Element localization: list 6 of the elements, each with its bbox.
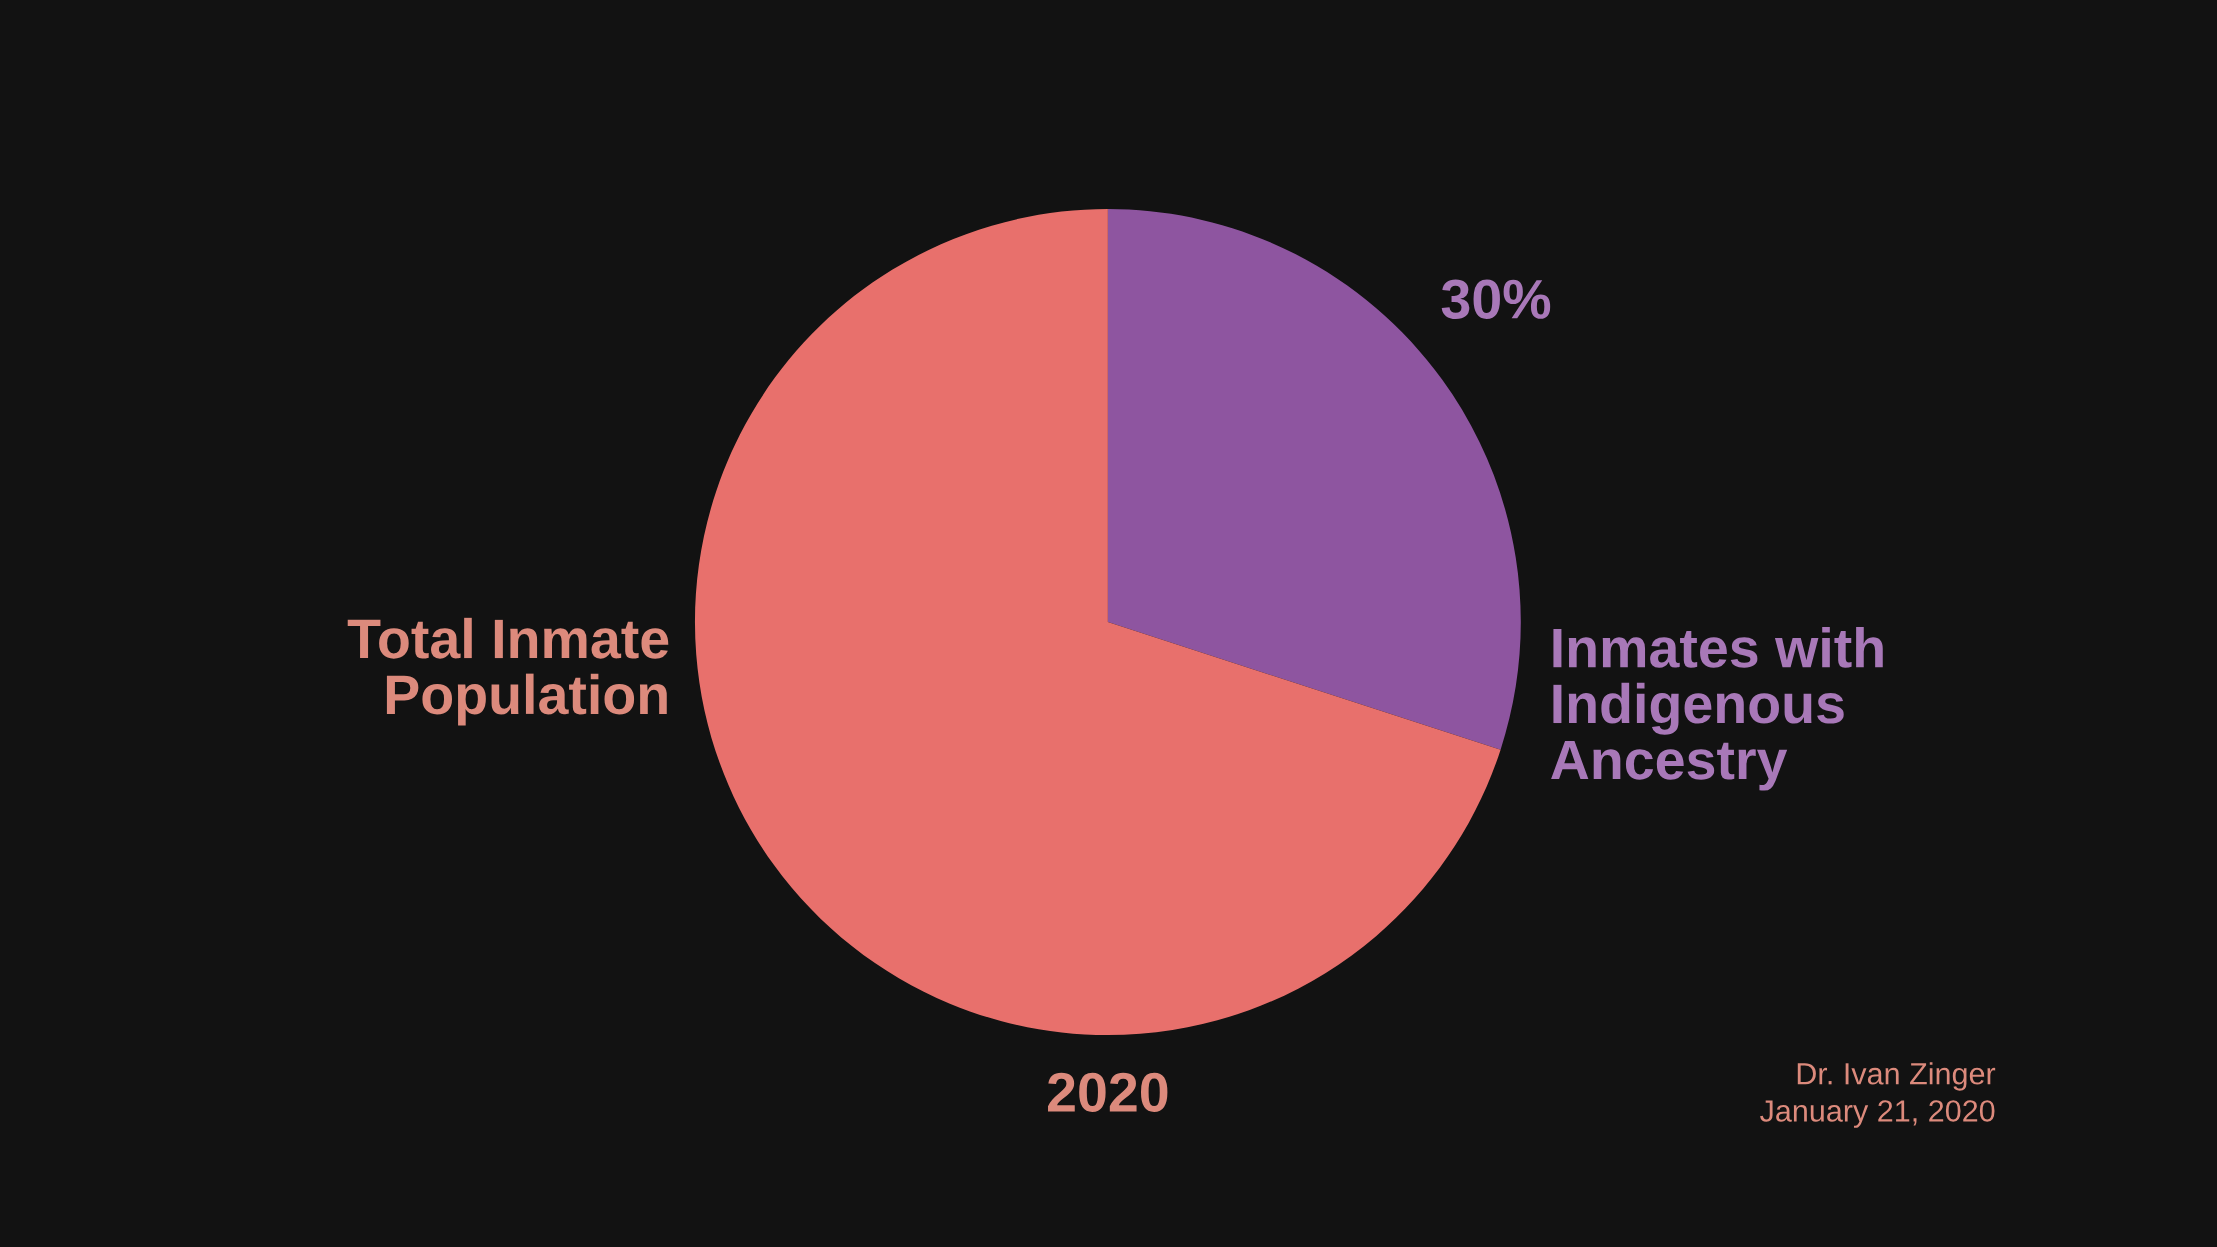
data-label: 30% [1441, 279, 1551, 319]
text: January 21, 2020 [1760, 1100, 1995, 1128]
slice-label: Inmates with Indigenous Ancestry [1551, 626, 1883, 791]
slice-label: Total Inmate Population [347, 617, 669, 726]
text: 2020 [1048, 1072, 1168, 1112]
text: Dr. Ivan Zinger [1797, 1062, 1996, 1091]
